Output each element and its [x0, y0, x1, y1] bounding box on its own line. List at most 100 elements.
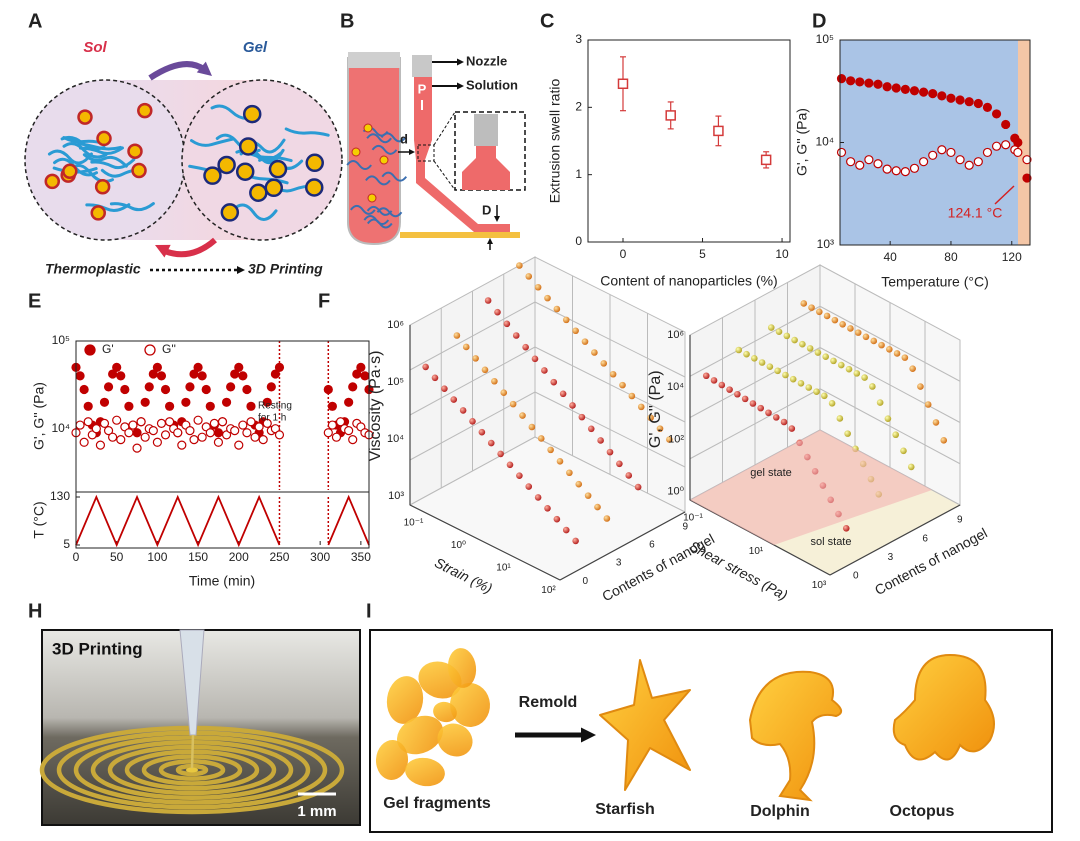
data-sphere — [559, 390, 567, 398]
data-point — [185, 426, 195, 436]
y-tick-label: 0 — [853, 571, 859, 582]
gel-fragment — [447, 648, 477, 688]
data-point — [946, 147, 956, 158]
data-point — [124, 401, 134, 411]
data-sphere — [534, 283, 542, 291]
tube-cap — [348, 52, 400, 68]
gel-fragment — [449, 683, 491, 727]
data-point — [242, 384, 252, 395]
data-point — [120, 384, 130, 395]
data-point — [221, 430, 232, 440]
data-sphere — [861, 374, 868, 381]
data-point — [900, 167, 910, 177]
data-sphere — [774, 367, 781, 375]
data-sphere — [587, 425, 595, 433]
data-point — [238, 420, 248, 430]
y-tick-label: 3 — [575, 32, 582, 46]
data-sphere — [845, 365, 853, 373]
data-sphere — [453, 332, 461, 339]
y-tick-label: 10³ — [817, 237, 834, 251]
data-sphere — [553, 305, 561, 313]
annotation: 124.1 °C — [948, 205, 1003, 221]
region — [1017, 40, 1030, 245]
x-tick-label: 200 — [229, 550, 249, 564]
gel-region — [690, 430, 932, 545]
filament — [190, 734, 195, 769]
data-sphere — [839, 320, 846, 328]
data-sphere — [830, 357, 837, 365]
data-point — [116, 435, 126, 445]
data-sphere — [837, 361, 845, 369]
x-axis-label: Strain (%) — [432, 554, 495, 596]
x-tick-label: 10³ — [812, 580, 827, 591]
data-sphere — [634, 483, 642, 491]
data-sphere — [522, 343, 529, 351]
data-point — [160, 384, 171, 395]
data-sphere — [836, 415, 844, 422]
data-point — [181, 397, 191, 407]
data-sphere — [478, 428, 486, 436]
x-tick-label: 250 — [269, 550, 289, 564]
data-sphere — [757, 404, 764, 412]
data-sphere — [509, 400, 517, 408]
arrow-head — [196, 61, 212, 76]
shape-label: Gel fragments — [383, 795, 491, 812]
nanoparticle — [249, 183, 268, 203]
data-sphere — [584, 492, 592, 499]
panel-label: F — [318, 290, 330, 312]
data-sphere — [500, 389, 508, 396]
data-sphere — [791, 336, 798, 344]
x-tick-label: 150 — [188, 550, 208, 564]
data-sphere — [647, 414, 654, 422]
nanoparticle — [62, 163, 78, 180]
data-point — [982, 102, 993, 113]
annotation-arrow — [994, 185, 1015, 205]
data-sphere — [547, 446, 554, 454]
x-axis-label: Shear stress (Pa) — [687, 538, 791, 604]
data-point — [344, 426, 354, 436]
data-point — [254, 422, 264, 432]
y-tick-label: 3 — [616, 558, 622, 569]
data-point — [937, 91, 947, 101]
nanoparticle — [203, 166, 222, 185]
octopus — [892, 653, 995, 761]
data-point — [882, 164, 892, 174]
data-point — [185, 382, 195, 392]
nanoparticle — [351, 147, 361, 157]
panel-label: H — [28, 600, 42, 622]
axis-frame — [409, 346, 536, 416]
data-sphere — [710, 377, 718, 384]
data-sphere — [828, 400, 836, 407]
data-point — [323, 428, 333, 438]
data-sphere — [741, 395, 749, 403]
data-sphere — [637, 403, 645, 411]
data-point — [197, 371, 207, 381]
x-tick-label: 5 — [699, 247, 706, 261]
nanoparticle — [264, 178, 284, 198]
data-point — [846, 76, 856, 86]
data-point — [79, 437, 89, 447]
data-point — [75, 420, 85, 430]
data-point — [846, 157, 856, 167]
polymer-chain — [78, 146, 124, 155]
polymer-chain — [365, 175, 391, 186]
data-sphere — [805, 384, 813, 391]
data-point — [348, 435, 358, 445]
data-sphere — [749, 400, 757, 407]
polymer-chain — [90, 158, 136, 170]
data-sphere — [491, 377, 498, 385]
arrow-head — [486, 238, 493, 245]
data-point — [108, 432, 118, 442]
caption: Thermoplastic — [45, 261, 141, 277]
data-sphere — [758, 359, 766, 366]
nanoparticle — [238, 137, 258, 156]
shape-label: Octopus — [890, 803, 955, 820]
data-point — [234, 440, 244, 450]
x-tick-label: 10¹ — [749, 546, 764, 557]
sol-label: Sol — [83, 39, 107, 56]
data-point — [882, 82, 892, 92]
data-point — [909, 163, 920, 173]
data-point — [937, 145, 947, 155]
data-point — [982, 147, 993, 158]
data-point — [348, 382, 358, 392]
